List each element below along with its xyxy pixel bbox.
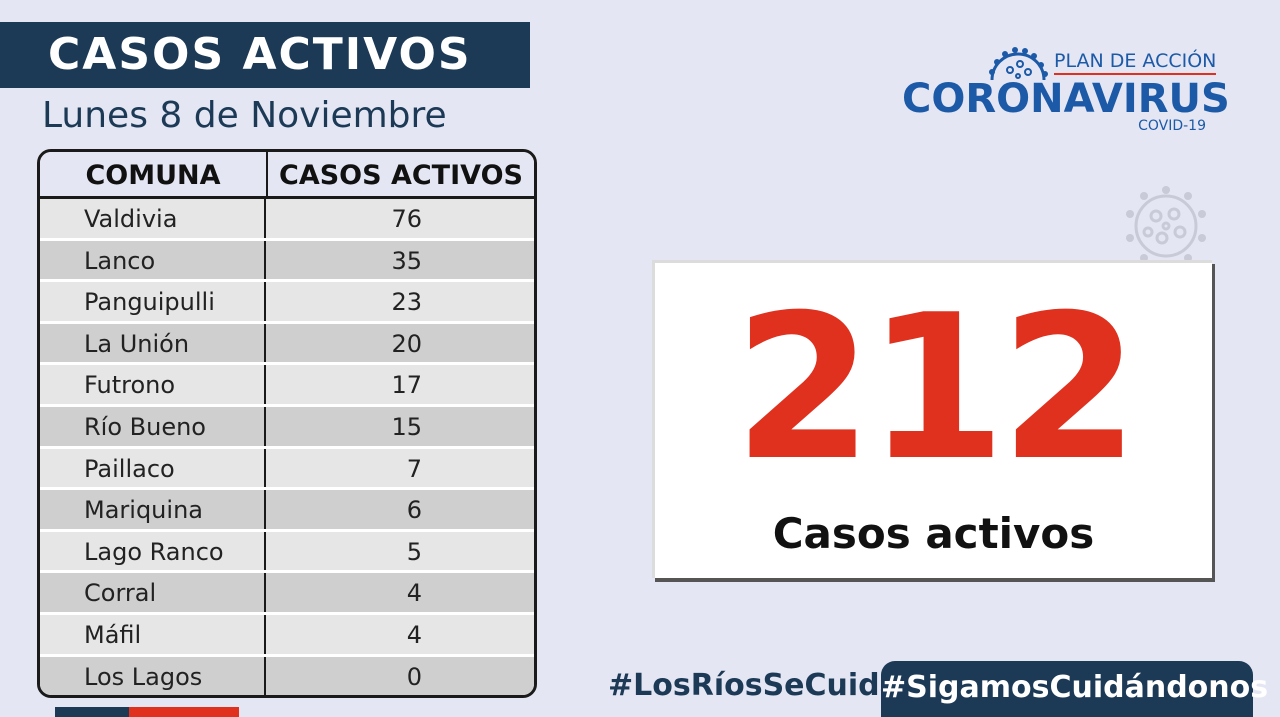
report-date: Lunes 8 de Noviembre <box>42 95 447 136</box>
cell-comuna: Los Lagos <box>40 656 266 695</box>
table-row: Valdivia 76 <box>40 199 534 241</box>
virus-icon <box>989 47 1048 81</box>
table-row: Los Lagos 0 <box>40 656 534 695</box>
cell-casos: 20 <box>391 329 422 358</box>
table-row: Corral 4 <box>40 573 534 615</box>
table-row: La Unión 20 <box>40 323 534 366</box>
bottom-stripe <box>55 707 239 717</box>
cell-comuna: Máfil <box>40 614 266 654</box>
cell-casos: 4 <box>406 579 422 608</box>
cell-casos: 76 <box>391 205 422 233</box>
total-cases-number: 212 <box>733 272 1139 505</box>
table-row: Máfil 4 <box>40 614 534 657</box>
column-header-comuna: COMUNA <box>40 152 268 196</box>
cell-comuna: Paillaco <box>40 448 266 488</box>
cell-casos: 15 <box>391 412 422 441</box>
table-row: Panguipulli 23 <box>40 282 534 324</box>
total-cases-card: 212 Casos activos <box>652 260 1212 578</box>
virus-decoration-icon <box>1126 186 1206 262</box>
table-row: Lanco 35 <box>40 240 534 283</box>
cell-casos: 5 <box>406 537 422 566</box>
stripe-red <box>129 707 239 717</box>
table-body: Valdivia 76 Lanco 35 Panguipulli 23 La Unión 20… <box>40 199 534 695</box>
cell-comuna: Corral <box>40 573 266 612</box>
cell-casos: 0 <box>406 662 422 691</box>
table-row: Futrono 17 <box>40 365 534 407</box>
cell-comuna: Río Bueno <box>40 406 266 446</box>
cell-comuna: Valdivia <box>40 199 266 238</box>
cell-casos: 17 <box>391 371 422 400</box>
cell-comuna: Lago Ranco <box>40 531 266 571</box>
logo-main-text: CORONAVIRUS <box>902 76 1230 122</box>
cases-table: COMUNA CASOS ACTIVOS Valdivia 76 Lanco 35 Pa… <box>37 149 537 698</box>
cell-comuna: Mariquina <box>40 490 266 529</box>
cell-comuna: Lanco <box>40 240 266 280</box>
hashtag-sigamos: #SigamosCuidándonos <box>881 661 1268 717</box>
logo-covid-text: COVID-19 <box>1138 118 1206 134</box>
cell-casos: 23 <box>391 288 422 317</box>
coronavirus-logo: PLAN DE ACCIÓN CORONAVIRUS COVID-19 <box>900 40 1230 140</box>
hashtag-los-rios: #LosRíosSeCuida <box>608 668 900 703</box>
table-row: Lago Ranco 5 <box>40 531 534 574</box>
table-row: Paillaco 7 <box>40 448 534 491</box>
cell-casos: 4 <box>406 620 422 649</box>
cell-comuna: Panguipulli <box>40 282 266 321</box>
cell-casos: 35 <box>391 246 422 275</box>
cell-comuna: La Unión <box>40 323 266 363</box>
logo-plan-text: PLAN DE ACCIÓN <box>1054 50 1217 75</box>
table-row: Río Bueno 15 <box>40 406 534 449</box>
page-title: CASOS ACTIVOS <box>0 22 530 88</box>
total-cases-label: Casos activos <box>772 509 1095 558</box>
cell-casos: 6 <box>406 496 422 525</box>
stripe-blue <box>55 707 129 717</box>
column-header-casos: CASOS ACTIVOS <box>279 160 523 191</box>
table-row: Mariquina 6 <box>40 490 534 532</box>
table-header: COMUNA CASOS ACTIVOS <box>40 152 534 199</box>
cell-casos: 7 <box>406 454 422 483</box>
cell-comuna: Futrono <box>40 365 266 404</box>
